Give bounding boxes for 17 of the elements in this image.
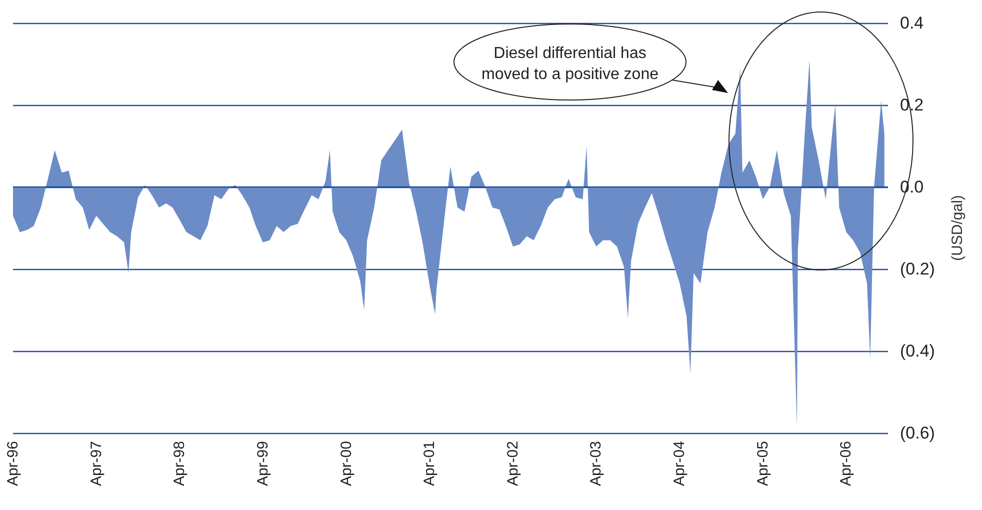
x-tick-label: Apr-02 [504,441,522,486]
x-tick-label: Apr-96 [4,441,22,486]
x-tick-label: Apr-99 [254,441,272,486]
x-tick-label: Apr-04 [671,441,688,486]
x-tick-label: Apr-98 [171,441,188,486]
y-tick-label: (0.4) [900,342,935,360]
x-tick-label: Apr-06 [838,441,855,486]
annotation: Diesel differential has moved to a positive zone [482,45,659,83]
x-tick-label: Apr-05 [754,441,772,486]
x-tick-label: Apr-00 [338,441,355,486]
x-tick-label: Apr-01 [421,441,438,486]
y-tick-label: (0.6) [900,424,935,442]
y-tick-label: (0.2) [900,260,935,278]
x-tick-label: Apr-97 [88,441,105,486]
y-tick-label: 0.4 [900,14,924,32]
y-axis-title: (USD/gal) [949,195,966,261]
x-tick-label: Apr-03 [588,441,605,486]
